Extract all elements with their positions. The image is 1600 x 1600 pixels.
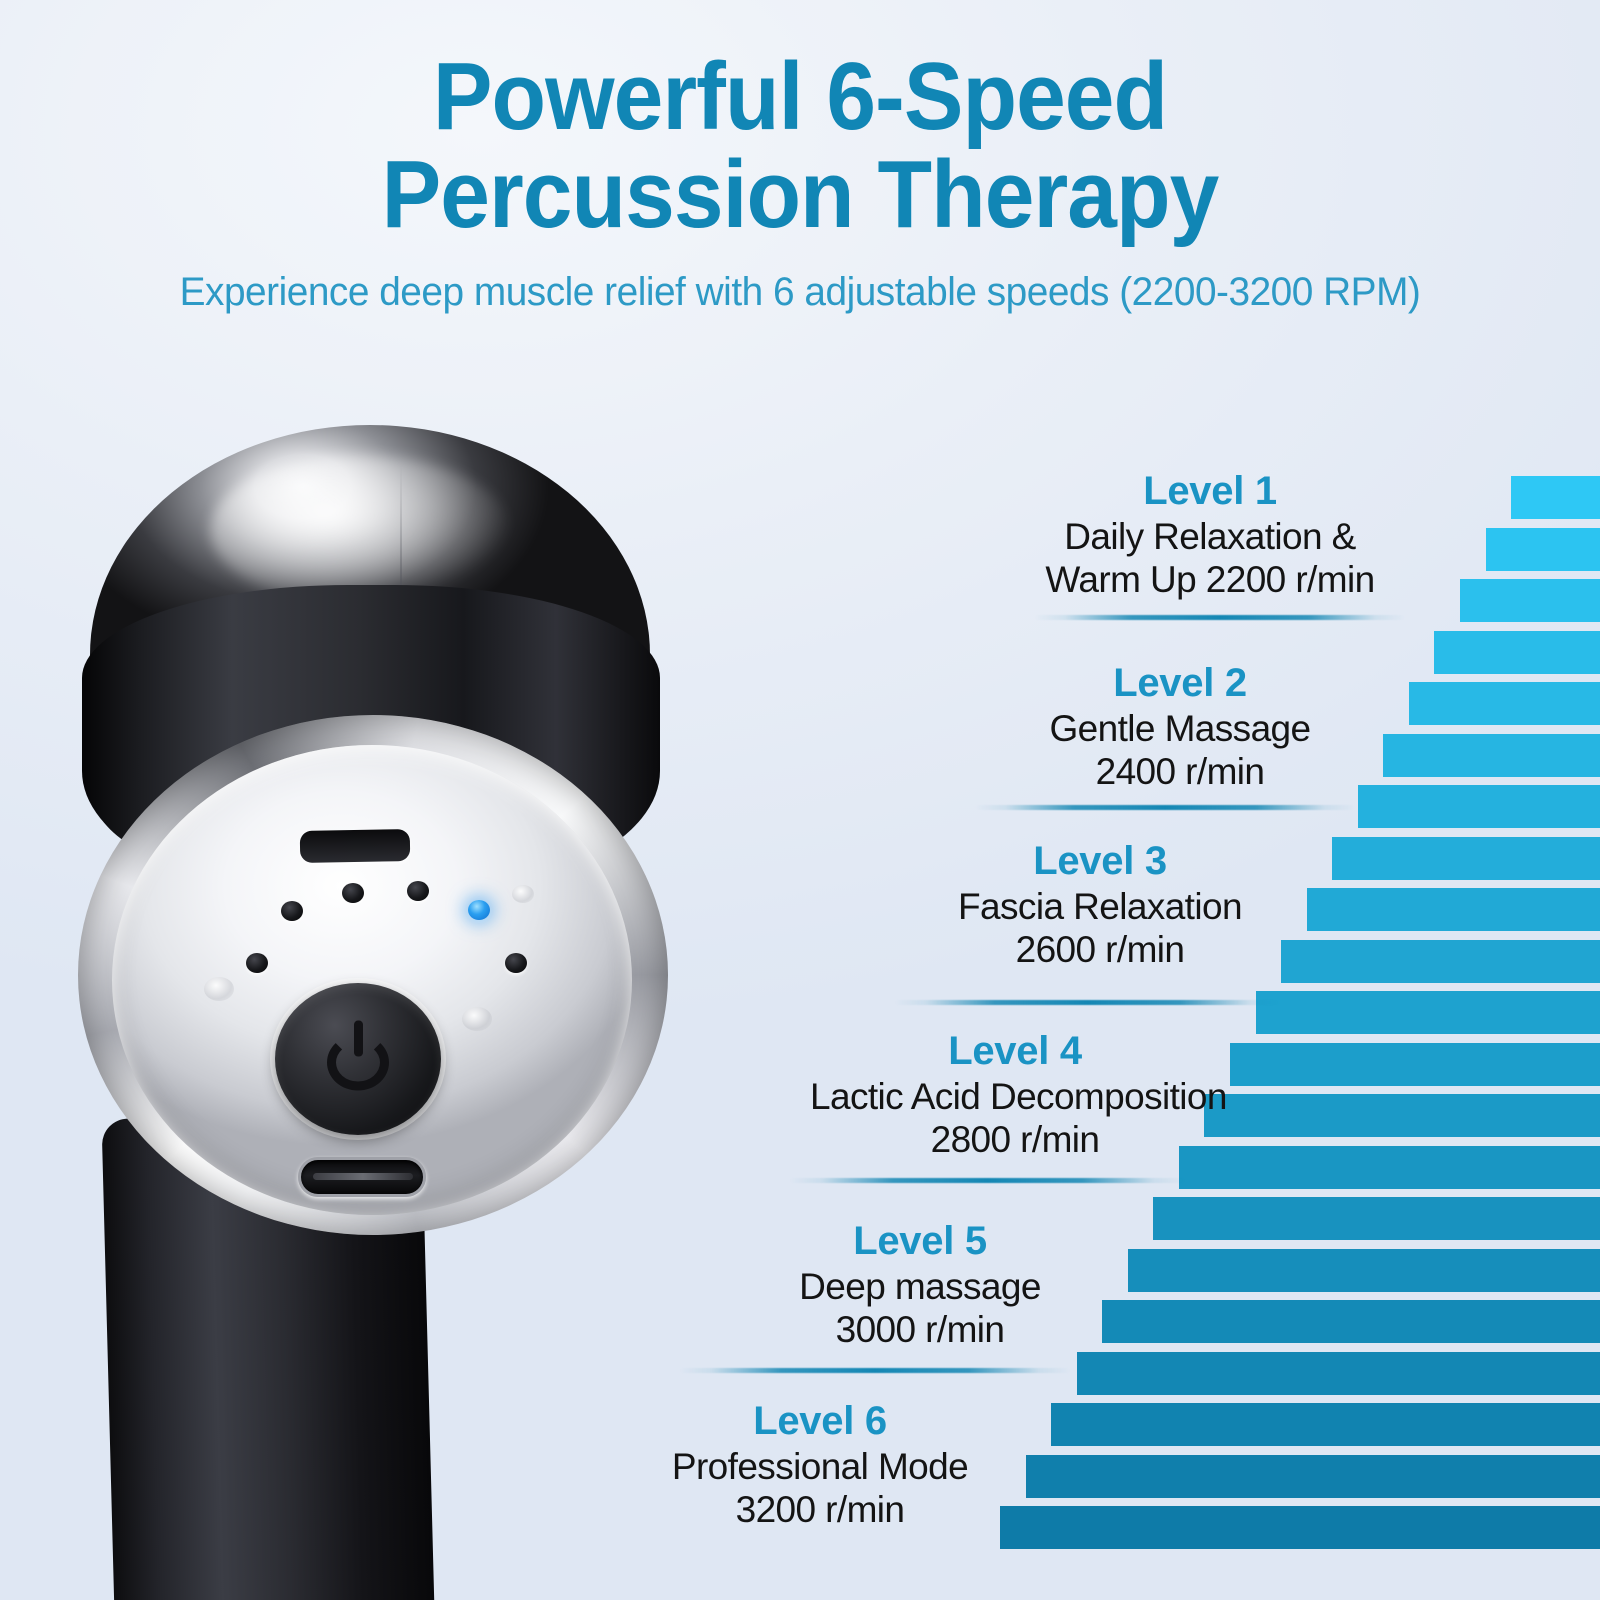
level-block-5: Level 5 Deep massage 3000 r/min: [740, 1218, 1100, 1352]
level-block-3: Level 3 Fascia Relaxation 2600 r/min: [920, 838, 1280, 972]
level-description-line-1: Gentle Massage: [1049, 708, 1311, 750]
header: Powerful 6-Speed Percussion Therapy Expe…: [0, 0, 1600, 315]
led-indicator-4-active: [468, 900, 490, 920]
page-title-line-1: Powerful 6-Speed: [432, 43, 1168, 150]
chart-bar: [1000, 1506, 1600, 1549]
level-description-line-2: Warm Up 2200 r/min: [1045, 559, 1375, 601]
chart-bar: [1076, 1351, 1600, 1395]
chart-bar: [1357, 785, 1600, 828]
chart-bar: [1511, 476, 1600, 519]
level-title: Level 6: [753, 1399, 887, 1443]
chart-bar: [1408, 682, 1600, 725]
chart-bar: [1460, 579, 1600, 622]
usb-c-port-icon: [298, 1157, 426, 1197]
level-description-line-1: Deep massage: [799, 1266, 1041, 1308]
chart-bar: [1102, 1300, 1600, 1343]
level-description-line-2: 2400 r/min: [1095, 751, 1265, 793]
led-indicator-3: [407, 881, 429, 901]
speed-staircase-chart: [1000, 476, 1600, 1566]
level-block-1: Level 1 Daily Relaxation & Warm Up 2200 …: [1030, 468, 1390, 602]
chart-bar: [1178, 1145, 1600, 1189]
chart-bar: [1204, 1094, 1600, 1137]
level-description-line-1: Lactic Acid Decomposition: [810, 1076, 1227, 1118]
level-title: Level 5: [853, 1219, 987, 1263]
level-divider-5: [680, 1368, 1070, 1373]
device-vent-slot: [299, 829, 411, 863]
level-description-line-2: 2600 r/min: [1015, 929, 1185, 971]
level-description-line-2: 3200 r/min: [735, 1489, 905, 1531]
level-title: Level 4: [948, 1029, 1082, 1073]
level-description-line-1: Professional Mode: [671, 1446, 969, 1488]
level-title: Level 1: [1143, 469, 1277, 513]
led-indicator-6: [505, 953, 527, 973]
base-plate-dimple: [204, 977, 234, 1001]
level-block-6: Level 6 Professional Mode 3200 r/min: [640, 1398, 1000, 1532]
chart-bar: [1383, 733, 1600, 777]
chart-bar: [1025, 1454, 1600, 1498]
chart-bar: [1281, 939, 1600, 983]
level-divider-4: [790, 1178, 1185, 1183]
power-icon: [321, 1020, 395, 1095]
level-description-line-2: 3000 r/min: [835, 1309, 1005, 1351]
chart-bar: [1332, 836, 1600, 880]
level-title: Level 3: [1033, 839, 1167, 883]
level-description-line-1: Fascia Relaxation: [958, 886, 1242, 928]
level-block-2: Level 2 Gentle Massage 2400 r/min: [1000, 660, 1360, 794]
led-indicator-5: [246, 953, 268, 973]
product-image-massage-gun: [60, 415, 720, 1600]
chart-bar: [1127, 1248, 1600, 1292]
base-plate-dimple: [462, 1007, 492, 1031]
chart-bar: [1306, 888, 1600, 931]
level-title: Level 2: [1113, 661, 1247, 705]
led-indicator-2: [342, 883, 364, 903]
page-subtitle: Experience deep muscle relief with 6 adj…: [179, 269, 1421, 314]
chart-bar: [1255, 991, 1600, 1034]
device-base-plate: [112, 745, 632, 1215]
led-indicator-1: [281, 901, 303, 921]
level-divider-3: [895, 1000, 1280, 1005]
chart-bar: [1434, 630, 1600, 674]
base-plate-dimple: [512, 885, 534, 903]
level-description-line-1: Daily Relaxation &: [1064, 516, 1356, 558]
chart-bar: [1051, 1403, 1600, 1446]
chart-bar: [1485, 527, 1600, 571]
page-title-line-2: Percussion Therapy: [381, 140, 1220, 248]
chart-bar: [1230, 1042, 1600, 1086]
power-button[interactable]: [275, 983, 441, 1135]
level-divider-1: [1035, 615, 1405, 620]
level-divider-2: [975, 805, 1355, 810]
chart-bar: [1153, 1197, 1600, 1240]
level-description-line-2: 2800 r/min: [930, 1119, 1100, 1161]
device-head-highlight: [210, 455, 510, 605]
level-block-4: Level 4 Lactic Acid Decomposition 2800 r…: [810, 1028, 1227, 1162]
